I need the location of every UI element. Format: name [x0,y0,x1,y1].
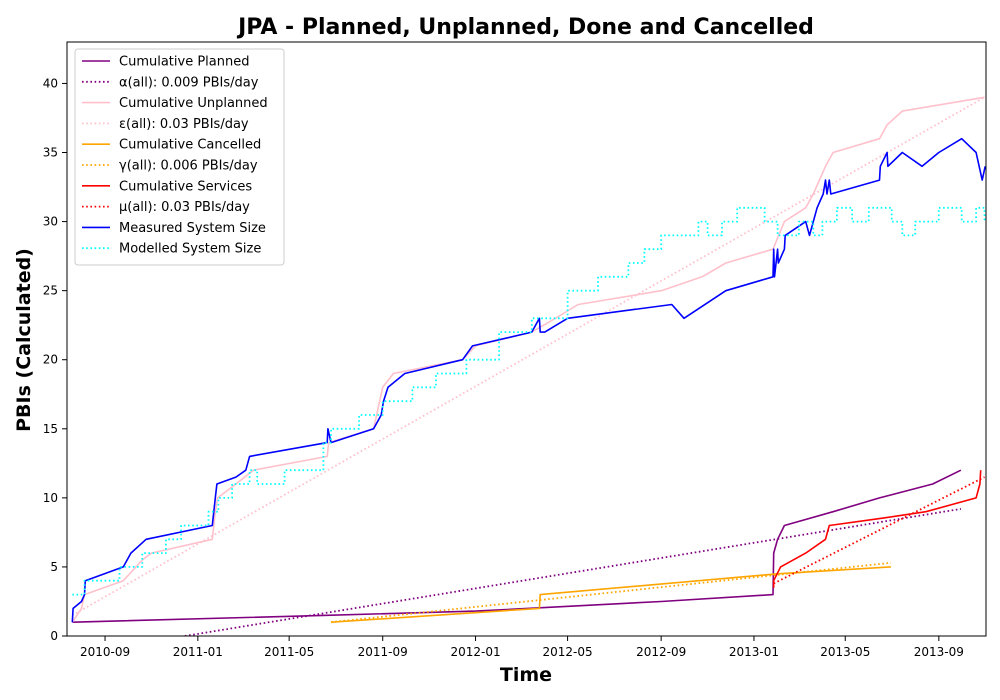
y-axis-label: PBIs (Calculated) [13,248,35,432]
legend-label: α(all): 0.009 PBIs/day [119,75,259,90]
legend-label: γ(all): 0.006 PBIs/day [119,159,258,174]
series-line-all-0-009-pbis-day [184,508,962,636]
series-line-cumulative-services [772,470,982,588]
plot-frame [66,41,987,637]
x-tick-label: 2012-09 [636,645,686,659]
y-tick-label: 25 [43,284,58,298]
x-axis-label: Time [500,664,552,686]
legend-label: ε(all): 0.03 PBIs/day [119,117,249,132]
y-tick-label: 0 [50,629,58,643]
x-tick-label: 2011-09 [358,645,408,659]
y-tick-label: 40 [43,76,58,90]
x-tick-label: 2010-09 [80,645,130,659]
chart-title: JPA - Planned, Unplanned, Done and Cance… [236,15,814,40]
x-tick-label: 2012-01 [450,645,500,659]
y-tick-label: 35 [43,146,58,160]
series-line-cumulative-cancelled [330,566,891,623]
legend-label: Cumulative Unplanned [119,96,268,111]
x-tick-label: 2011-01 [173,645,223,659]
x-tick-label: 2012-05 [543,645,593,659]
x-tick-label: 2013-09 [914,645,964,659]
x-axis: 2010-09 2011-01 2011-05 2011-09 2012-01 2012-… [80,636,964,659]
y-tick-label: 15 [43,422,58,436]
series-layer [71,96,986,636]
legend-label: Cumulative Planned [119,55,249,70]
series-line-cumulative-unplanned [71,96,985,623]
legend-label: Modelled System Size [119,242,261,257]
legend-box [74,48,285,266]
y-tick-label: 5 [50,560,58,574]
y-tick-label: 20 [43,353,58,367]
x-tick-label: 2011-05 [264,645,314,659]
series-line-all-0-006-pbis-day [330,561,891,624]
series-line-cumulative-planned [72,469,962,623]
x-tick-label: 2013-01 [729,645,779,659]
y-tick-label: 30 [43,215,58,229]
legend-label: μ(all): 0.03 PBIs/day [119,200,250,215]
legend-label: Measured System Size [119,221,266,236]
y-tick-label: 10 [43,491,58,505]
x-tick-label: 2013-05 [820,645,870,659]
y-axis: 0 5 10 15 20 25 30 35 40 [43,76,67,643]
series-line-all-0-03-pbis-day [71,96,985,617]
series-line-measured-system-size [71,137,986,623]
series-line-all-0-03-pbis-day [773,476,985,585]
legend-label: Cumulative Services [119,179,252,194]
legend-label: Cumulative Cancelled [119,138,261,153]
legend: Cumulative Planned α(all): 0.009 PBIs/day… [74,48,285,266]
